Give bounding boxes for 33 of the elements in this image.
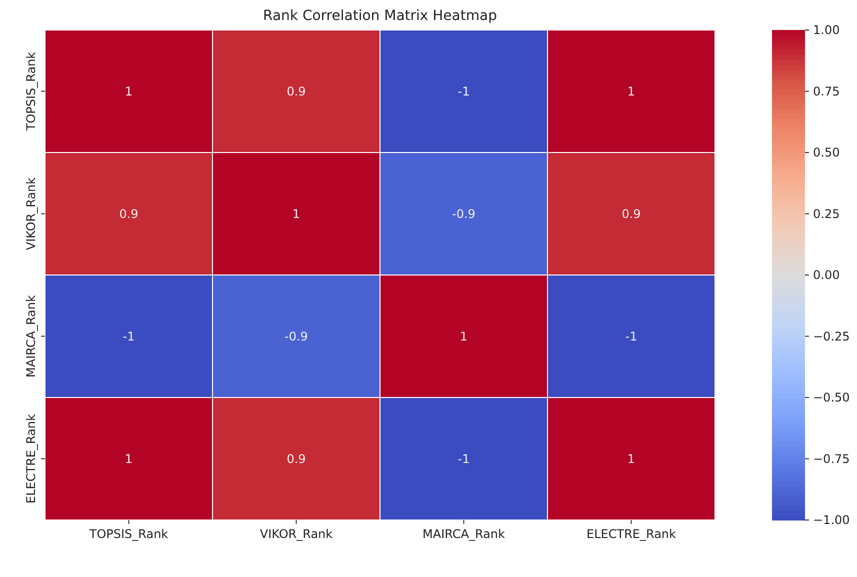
y-tick-label: MAIRCA_Rank bbox=[24, 295, 38, 378]
data-label: 1 bbox=[460, 329, 468, 344]
color-bar-label: 0.25 bbox=[813, 206, 840, 221]
data-label: 1 bbox=[124, 452, 133, 466]
data-label: 0.9 bbox=[286, 84, 306, 98]
data-label: 0.9 bbox=[286, 452, 306, 466]
y-tick-label: TOPSIS_Rank bbox=[24, 52, 38, 132]
color-bar-label: 0.75 bbox=[813, 84, 840, 98]
data-label: 1 bbox=[292, 206, 300, 221]
x-tick-label: ELECTRE_Rank bbox=[586, 527, 676, 541]
x-tick-label: TOPSIS_Rank bbox=[88, 527, 168, 541]
color-bar-label: 0.00 bbox=[813, 268, 840, 282]
data-label: -0.9 bbox=[284, 329, 308, 344]
color-bar-label: 1.00 bbox=[813, 23, 840, 38]
data-label: 0.9 bbox=[622, 206, 641, 221]
data-label: -1 bbox=[122, 329, 135, 344]
y-tick-label: VIKOR_Rank bbox=[24, 177, 38, 250]
x-tick-label: MAIRCA_Rank bbox=[422, 527, 505, 541]
data-label: -1 bbox=[458, 452, 470, 466]
color-bar-label: 0.50 bbox=[813, 146, 840, 160]
data-label: -1 bbox=[625, 329, 638, 344]
data-label: -0.9 bbox=[452, 206, 476, 221]
color-bar-label: −0.25 bbox=[813, 329, 850, 344]
color-bar-label: −0.50 bbox=[813, 390, 850, 405]
chart-title: Rank Correlation Matrix Heatmap bbox=[263, 8, 498, 24]
data-label: 1 bbox=[627, 84, 636, 98]
color-bar-label: −0.75 bbox=[813, 452, 850, 466]
data-label: 0.9 bbox=[119, 206, 138, 221]
data-label: -1 bbox=[458, 84, 470, 98]
x-tick-label: VIKOR_Rank bbox=[260, 527, 333, 541]
data-label: 1 bbox=[124, 84, 133, 98]
data-label: 1 bbox=[627, 452, 636, 466]
color-bar-label: −1.00 bbox=[813, 513, 850, 528]
